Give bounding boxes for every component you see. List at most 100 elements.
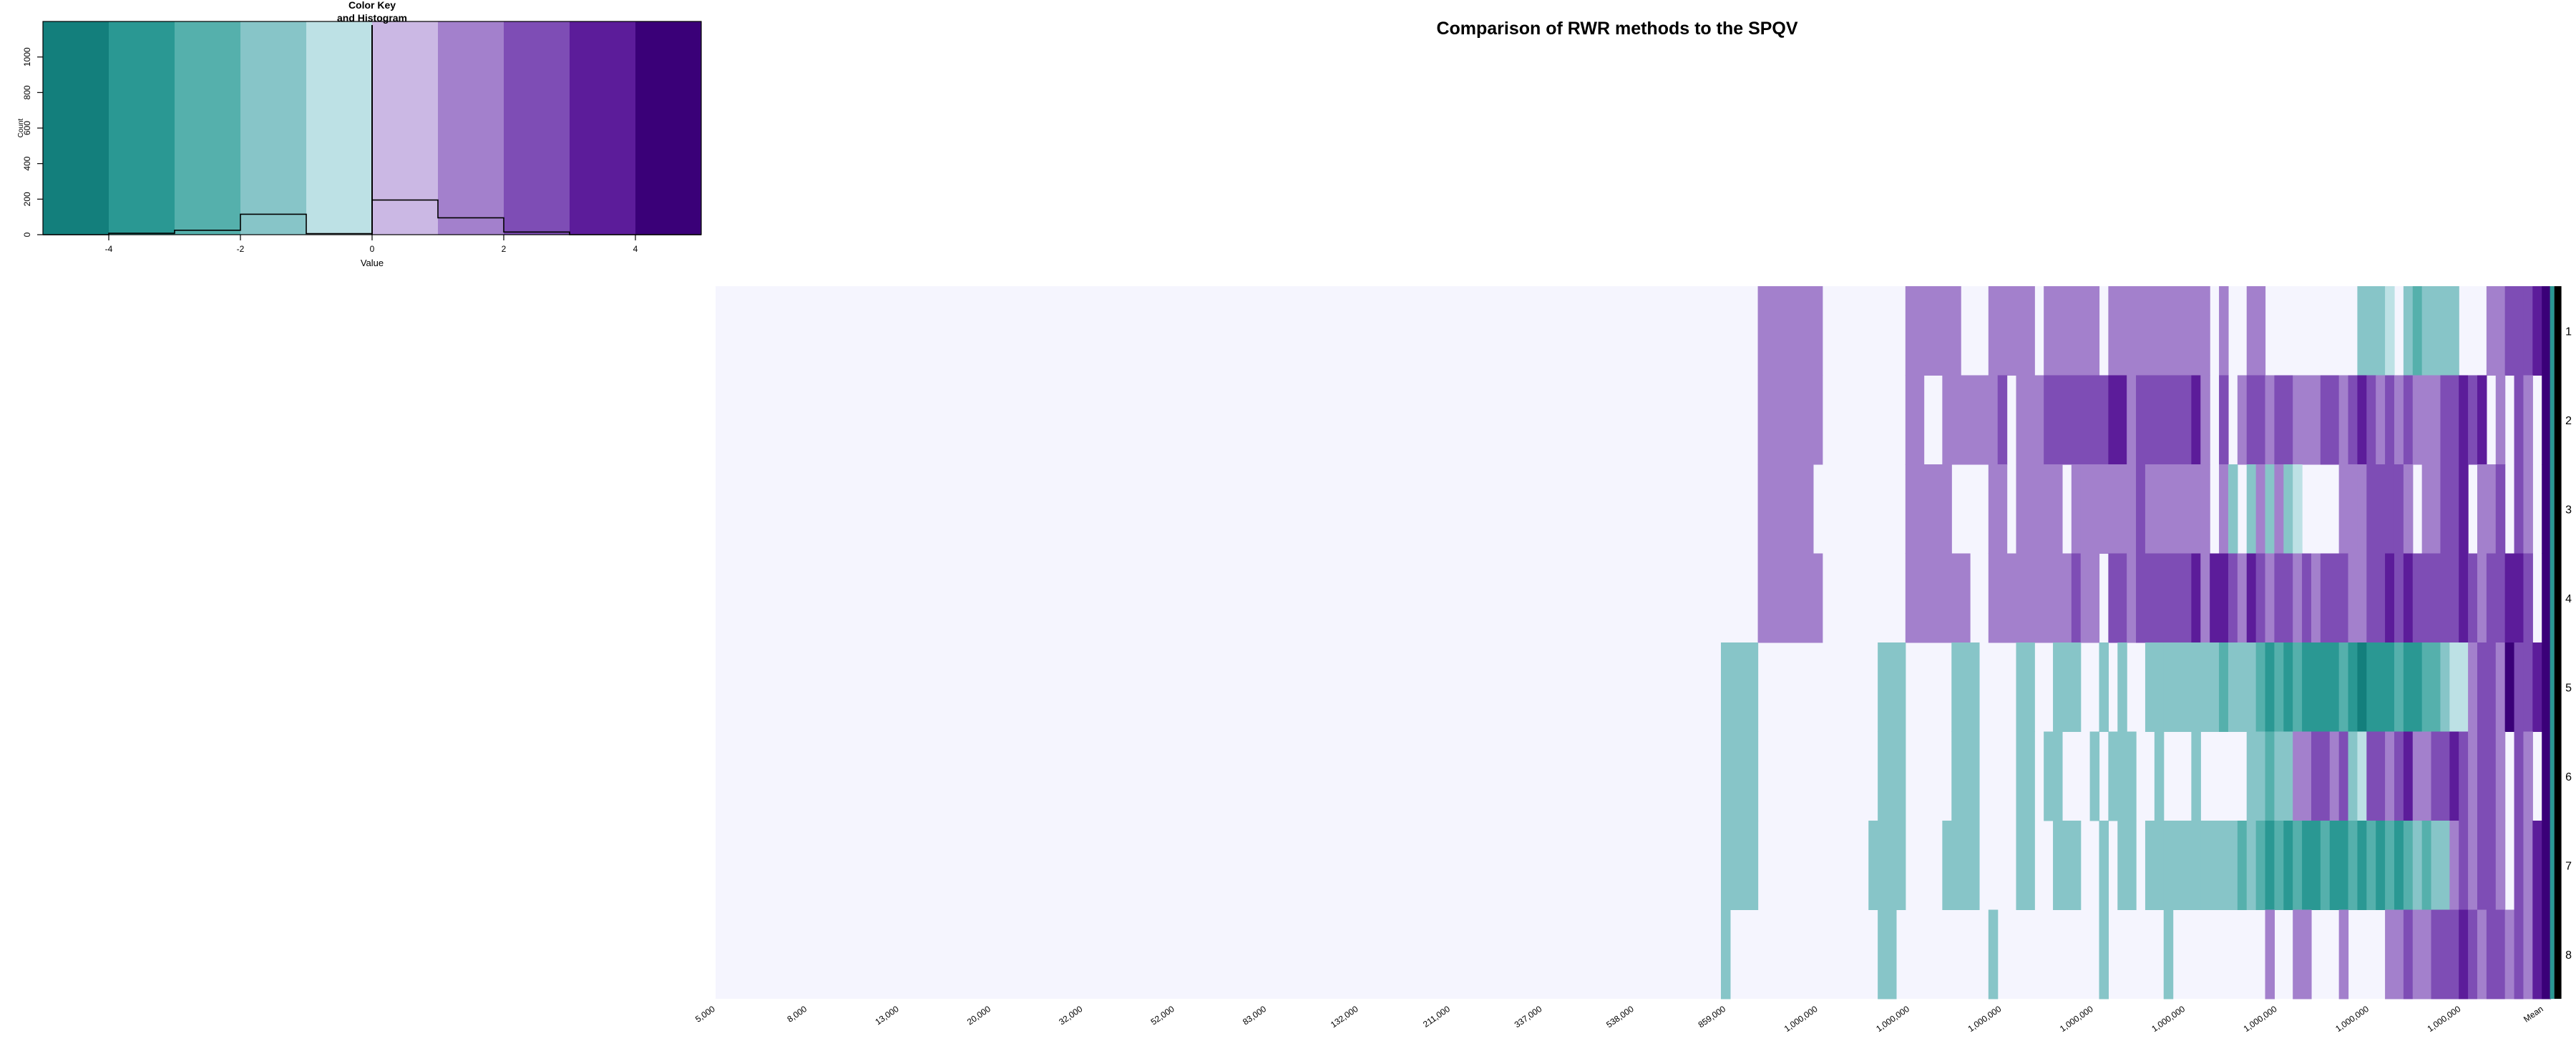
heatmap-cell — [2357, 464, 2367, 554]
heatmap-cell — [2099, 642, 2109, 732]
heatmap-row-label: 3 — [2565, 504, 2572, 516]
heatmap-cell — [2486, 286, 2506, 376]
heatmap-cell — [2542, 821, 2552, 910]
heatmap-cell — [2338, 731, 2349, 821]
color-key-band — [372, 21, 439, 235]
heatmap-cell — [2237, 375, 2248, 465]
heatmap-x-tick-label: 1,000,000 — [2150, 1004, 2187, 1034]
heatmap-cell — [2403, 375, 2414, 465]
heatmap-cell — [2357, 821, 2367, 910]
heatmap-cell — [2163, 821, 2183, 910]
heatmap-cell — [2412, 909, 2432, 1000]
heatmap-row-label: 1 — [2565, 326, 2572, 338]
heatmap-cell — [2468, 731, 2478, 821]
heatmap-cell — [2163, 909, 2174, 1000]
heatmap-cell — [2127, 375, 2137, 465]
heatmap-cell — [2200, 821, 2210, 910]
heatmap-cell — [2459, 731, 2469, 821]
heatmap-cell — [2293, 821, 2303, 910]
heatmap-cell — [2255, 642, 2266, 732]
heatmap-cell — [2265, 464, 2275, 554]
heatmap-cell — [1988, 286, 2035, 376]
heatmap-cell — [2099, 909, 2109, 1000]
heatmap-cell — [2228, 464, 2238, 554]
heatmap-cell — [2477, 909, 2487, 1000]
heatmap-cell — [2532, 821, 2542, 910]
color-key-y-label: Count — [17, 118, 25, 137]
color-key-title: Color Key — [348, 0, 396, 11]
heatmap-cell — [2219, 375, 2229, 465]
color-key-band — [438, 21, 504, 235]
color-key-band — [175, 21, 241, 235]
heatmap-title: Comparison of RWR methods to the SPQV — [1436, 19, 1798, 39]
heatmap-cell — [2154, 731, 2165, 821]
heatmap-cell — [2329, 821, 2349, 910]
heatmap-cell — [2486, 553, 2506, 643]
heatmap-cell — [2357, 375, 2367, 465]
heatmap-x-tick-label: 83,000 — [1241, 1004, 1268, 1027]
heatmap-cell — [2348, 375, 2358, 465]
heatmap-row-label: 7 — [2565, 860, 2572, 872]
color-key-y-tick-label: 0 — [22, 232, 32, 237]
heatmap-row-label: 6 — [2565, 771, 2572, 783]
heatmap-cell — [2006, 553, 2072, 643]
heatmap-cell — [2394, 909, 2404, 1000]
color-key-x-tick-label: 4 — [633, 244, 638, 254]
heatmap-cell — [2403, 821, 2414, 910]
heatmap-x-tick-label: 8,000 — [785, 1004, 809, 1025]
heatmap-cell — [2431, 909, 2441, 1000]
heatmap-cell — [2219, 286, 2229, 376]
heatmap-cell — [2320, 821, 2331, 910]
color-key-y-tick-label: 1000 — [22, 47, 32, 67]
heatmap-cell — [1988, 464, 2008, 554]
heatmap-cell — [2532, 642, 2542, 732]
heatmap-x-tick-label: 1,000,000 — [2333, 1004, 2371, 1034]
heatmap-cell — [2366, 553, 2386, 643]
heatmap-cell — [2016, 375, 2044, 465]
heatmap-cell — [2219, 642, 2229, 732]
heatmap-cell — [2394, 731, 2404, 821]
heatmap-cell — [2108, 286, 2192, 376]
heatmap-cell — [2044, 286, 2100, 376]
heatmap-cell — [2293, 909, 2312, 1000]
heatmap-row-label: 4 — [2565, 593, 2572, 605]
heatmap-cell — [2412, 553, 2441, 643]
heatmap-x-tick-label: 132,000 — [1329, 1004, 1360, 1030]
heatmap-cell — [2523, 642, 2533, 732]
heatmap-x-tick-label: 1,000,000 — [1966, 1004, 2004, 1034]
heatmap-cell — [2514, 464, 2524, 554]
heatmap-cell — [2523, 286, 2533, 376]
heatmap-cell — [2477, 731, 2497, 821]
heatmap-cell — [1721, 642, 1759, 732]
color-key-y-tick-label: 600 — [22, 121, 32, 135]
heatmap-cell — [2440, 553, 2459, 643]
heatmap-cell — [1942, 821, 1980, 910]
heatmap-cell — [2459, 821, 2469, 910]
heatmap-cell — [2542, 375, 2552, 465]
heatmap-cell — [2265, 821, 2275, 910]
heatmap-cell — [2255, 821, 2266, 910]
heatmap-cell — [2449, 642, 2469, 732]
heatmap-cell — [2348, 553, 2367, 643]
heatmap-cell — [2504, 286, 2524, 376]
heatmap-cell — [1757, 286, 1823, 376]
heatmap-cell — [2182, 821, 2192, 910]
heatmap-cell — [2136, 553, 2192, 643]
heatmap-cell — [2477, 642, 2497, 732]
heatmap-cell — [1988, 909, 1999, 1000]
heatmap-cell — [2514, 375, 2524, 465]
heatmap-cell — [2376, 375, 2386, 465]
heatmap-cell — [2338, 909, 2349, 1000]
heatmap-cell — [2329, 731, 2340, 821]
heatmap-cell — [2016, 642, 2035, 732]
heatmap-cell — [2246, 731, 2266, 821]
heatmap-cell — [2514, 909, 2524, 1000]
heatmap-cell — [2523, 909, 2533, 1000]
heatmap-cell — [2080, 464, 2137, 554]
heatmap-cell — [2191, 553, 2201, 643]
heatmap-cell — [1905, 375, 1925, 465]
heatmap-cell — [2311, 553, 2321, 643]
color-key-band — [109, 21, 175, 235]
heatmap-cell — [2366, 731, 2386, 821]
heatmap-cell — [2016, 731, 2035, 821]
